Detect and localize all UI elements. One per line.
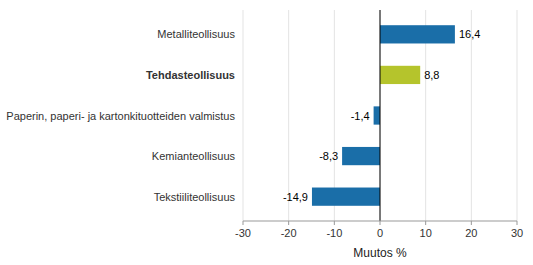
grid-line [380,10,381,221]
x-tick-label: 30 [511,227,523,239]
data-labels: -14,9 -8,3 -1,4 8,8 16,4 [283,28,480,202]
x-tick-label: 10 [420,227,432,239]
x-tick-label: 20 [465,227,477,239]
x-tick [288,221,289,225]
bar [342,147,380,165]
chart: Tekstiiliteollisuus Kemianteollisuus Paper… [0,0,533,265]
x-axis: -30 -20 -10 0 10 20 30 [235,221,523,239]
y-tick-label: Tekstiiliteollisuus [154,191,236,203]
y-tick-label: Kemianteollisuus [152,150,236,162]
x-tick-label: -10 [326,227,342,239]
bar [380,66,420,84]
y-tick-label: Tehdasteollisuus [146,69,235,81]
data-label: 8,8 [424,69,439,81]
bar [380,25,455,43]
y-tick-label: Paperin, paperi- ja kartonkituotteiden v… [6,110,235,122]
x-tick [380,221,381,225]
x-tick-label: 0 [377,227,383,239]
data-label: -14,9 [283,191,308,203]
y-tick-label: Metalliteollisuus [157,28,235,40]
x-axis-label: Muutos % [353,246,407,260]
x-tick [517,221,518,225]
x-tick [425,221,426,225]
grid [243,10,517,221]
x-tick [243,221,244,225]
grid-line [243,10,244,221]
data-label: -8,3 [319,150,338,162]
y-tick-labels: Tekstiiliteollisuus Kemianteollisuus Paper… [6,28,235,202]
data-label: -1,4 [351,110,370,122]
bar [374,106,380,124]
bars [312,25,455,206]
x-tick-label: -20 [281,227,297,239]
zero-line [380,10,381,221]
bar [312,188,380,206]
x-tick-label: -30 [235,227,251,239]
data-label: 16,4 [459,28,480,40]
x-tick [471,221,472,225]
grid-line [288,10,289,221]
grid-line [471,10,472,221]
x-tick [334,221,335,225]
grid-line [517,10,518,221]
